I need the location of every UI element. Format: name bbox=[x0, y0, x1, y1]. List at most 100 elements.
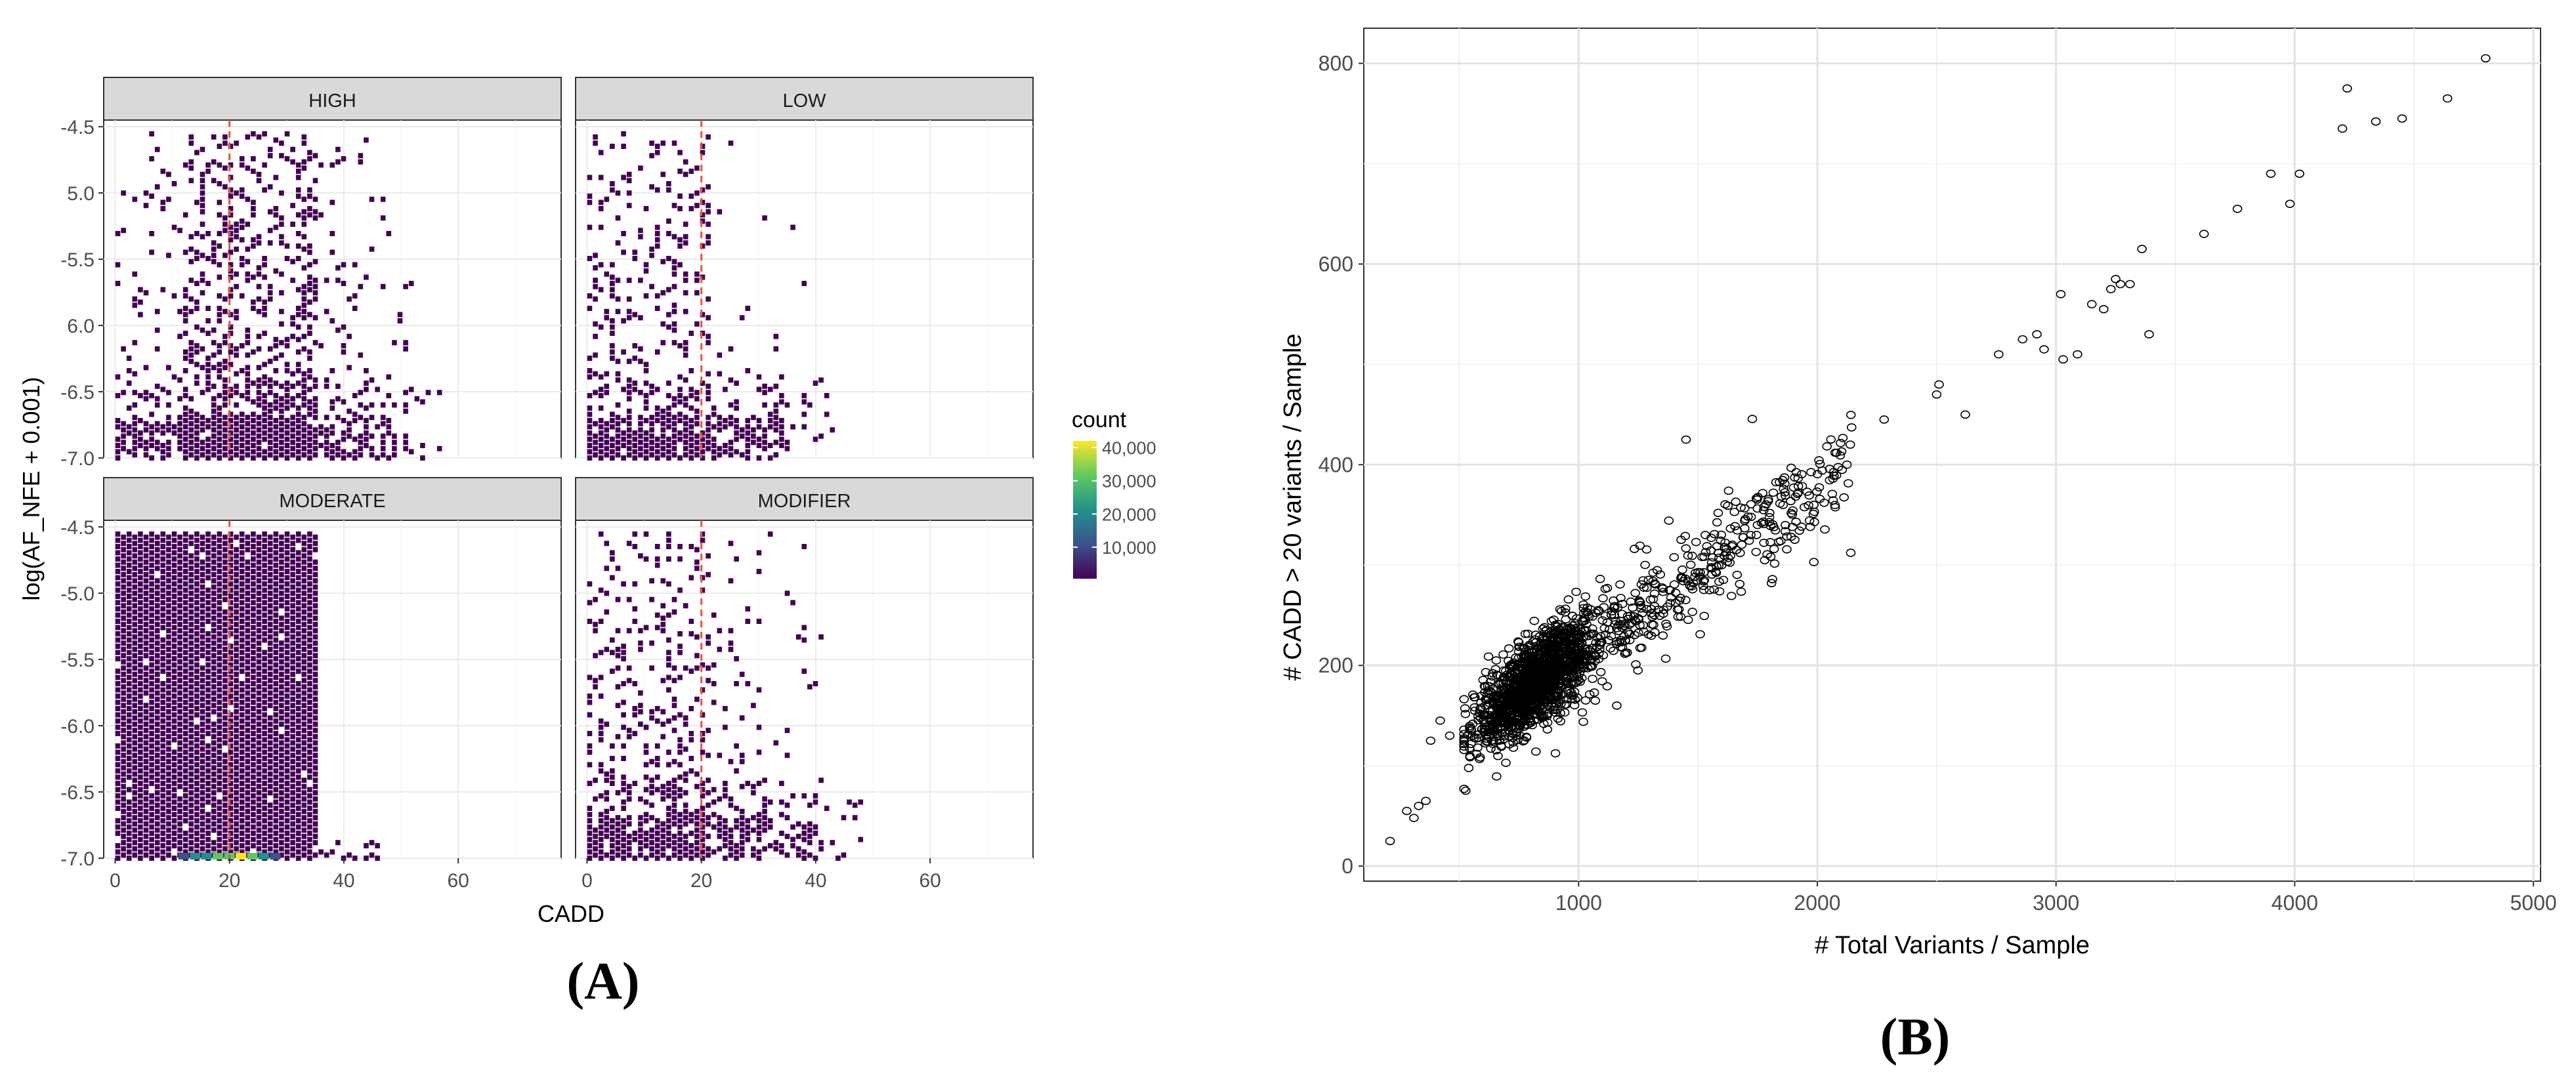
hex-bin bbox=[217, 787, 222, 793]
hex-bin bbox=[262, 724, 267, 730]
hex-bin bbox=[200, 665, 205, 671]
hex-bin bbox=[182, 449, 188, 455]
hex-bin bbox=[852, 802, 858, 808]
hex-bin bbox=[132, 591, 138, 596]
hex-bin bbox=[284, 393, 290, 398]
hex-bin bbox=[756, 436, 762, 442]
hex-bin bbox=[307, 606, 312, 612]
y-tick-label: -7.0 bbox=[60, 848, 95, 870]
hex-bin bbox=[284, 455, 290, 461]
hex-bin bbox=[279, 640, 284, 646]
hex-bin bbox=[217, 368, 222, 373]
hex-bin bbox=[234, 534, 239, 540]
hex-bin bbox=[217, 650, 222, 655]
hex-bin bbox=[307, 443, 312, 448]
hex-bin bbox=[307, 562, 312, 568]
hex-bin bbox=[671, 433, 677, 439]
hex-bin bbox=[649, 578, 654, 584]
hex-bin bbox=[666, 662, 671, 668]
hex-bin bbox=[723, 856, 728, 861]
hex-bin bbox=[228, 849, 234, 855]
hex-bin bbox=[245, 371, 251, 377]
hex-bin bbox=[604, 721, 610, 727]
hex-bin bbox=[700, 312, 706, 318]
hex-bin bbox=[329, 443, 335, 448]
hex-bin bbox=[364, 137, 369, 143]
hex-bin bbox=[267, 821, 273, 827]
hex-bin bbox=[587, 449, 593, 455]
hex-bin bbox=[160, 699, 166, 705]
hex-bin bbox=[256, 427, 262, 433]
hex-bin bbox=[301, 308, 307, 314]
hex-bin bbox=[262, 381, 267, 386]
hex-bin bbox=[132, 758, 138, 764]
data-point bbox=[1513, 672, 1523, 681]
hex-bin bbox=[222, 840, 228, 846]
hex-bin bbox=[284, 243, 290, 249]
hex-bin bbox=[734, 768, 739, 774]
hex-bin bbox=[654, 544, 660, 549]
hex-bin bbox=[115, 743, 121, 749]
hex-bin bbox=[177, 566, 182, 571]
hex-bin bbox=[234, 283, 239, 289]
hex-bin bbox=[700, 430, 706, 436]
x-tick-label: 20 bbox=[219, 870, 240, 892]
hex-bin bbox=[239, 824, 245, 830]
hex-bin bbox=[649, 790, 654, 796]
hex-bin bbox=[301, 615, 307, 621]
hex-bin bbox=[728, 846, 734, 852]
hex-bin bbox=[194, 150, 200, 155]
hex-bin bbox=[211, 659, 217, 665]
hex-bin bbox=[228, 550, 234, 556]
hex-bin bbox=[160, 531, 166, 537]
hex-bin bbox=[284, 569, 290, 574]
data-point bbox=[1459, 695, 1469, 703]
hex-bin bbox=[858, 837, 864, 842]
hex-bin bbox=[149, 430, 154, 436]
hex-bin bbox=[234, 433, 239, 439]
hex-bin bbox=[615, 377, 621, 383]
hex-bin bbox=[200, 591, 205, 596]
hex-bin bbox=[143, 771, 149, 777]
hex-bin bbox=[767, 455, 773, 461]
hex-bin bbox=[154, 715, 160, 721]
hex-bin bbox=[245, 584, 251, 590]
hex-bin-hot bbox=[236, 853, 247, 860]
hex-bin bbox=[251, 531, 256, 537]
hex-bin bbox=[149, 806, 154, 811]
hex-bin bbox=[677, 399, 683, 405]
hex-bin bbox=[245, 534, 251, 540]
hex-bin bbox=[784, 753, 790, 758]
hex-bin bbox=[182, 424, 188, 430]
hex-bin bbox=[347, 365, 352, 371]
hex-bin bbox=[239, 162, 245, 168]
hex-bin bbox=[660, 796, 666, 802]
hex-bin bbox=[217, 318, 222, 323]
hex-bin bbox=[121, 833, 126, 839]
data-point bbox=[1584, 690, 1595, 699]
hex-bin bbox=[626, 358, 632, 364]
hex-bin bbox=[154, 790, 160, 796]
hex-bin bbox=[301, 578, 307, 584]
hex-bin bbox=[138, 556, 143, 562]
hex-bin bbox=[621, 144, 626, 149]
data-point bbox=[1491, 656, 1502, 665]
hex-bin bbox=[604, 827, 610, 833]
hex-bin bbox=[188, 771, 194, 777]
hex-bin bbox=[279, 321, 284, 327]
hex-bin bbox=[666, 749, 671, 755]
data-point bbox=[1465, 724, 1475, 732]
hex-bin bbox=[154, 578, 160, 584]
hex-bin bbox=[115, 762, 121, 768]
hex-bin bbox=[166, 596, 171, 602]
hex-bin bbox=[284, 718, 290, 724]
hex-bin bbox=[149, 575, 154, 581]
hex-bin bbox=[205, 368, 211, 373]
hex-bin bbox=[194, 762, 200, 768]
hex-bin bbox=[262, 749, 267, 755]
hex-bin bbox=[660, 846, 666, 852]
hex-bin bbox=[205, 781, 211, 786]
hex-bin bbox=[335, 265, 341, 271]
hex-bin bbox=[262, 737, 267, 743]
hex-bin bbox=[626, 541, 632, 547]
